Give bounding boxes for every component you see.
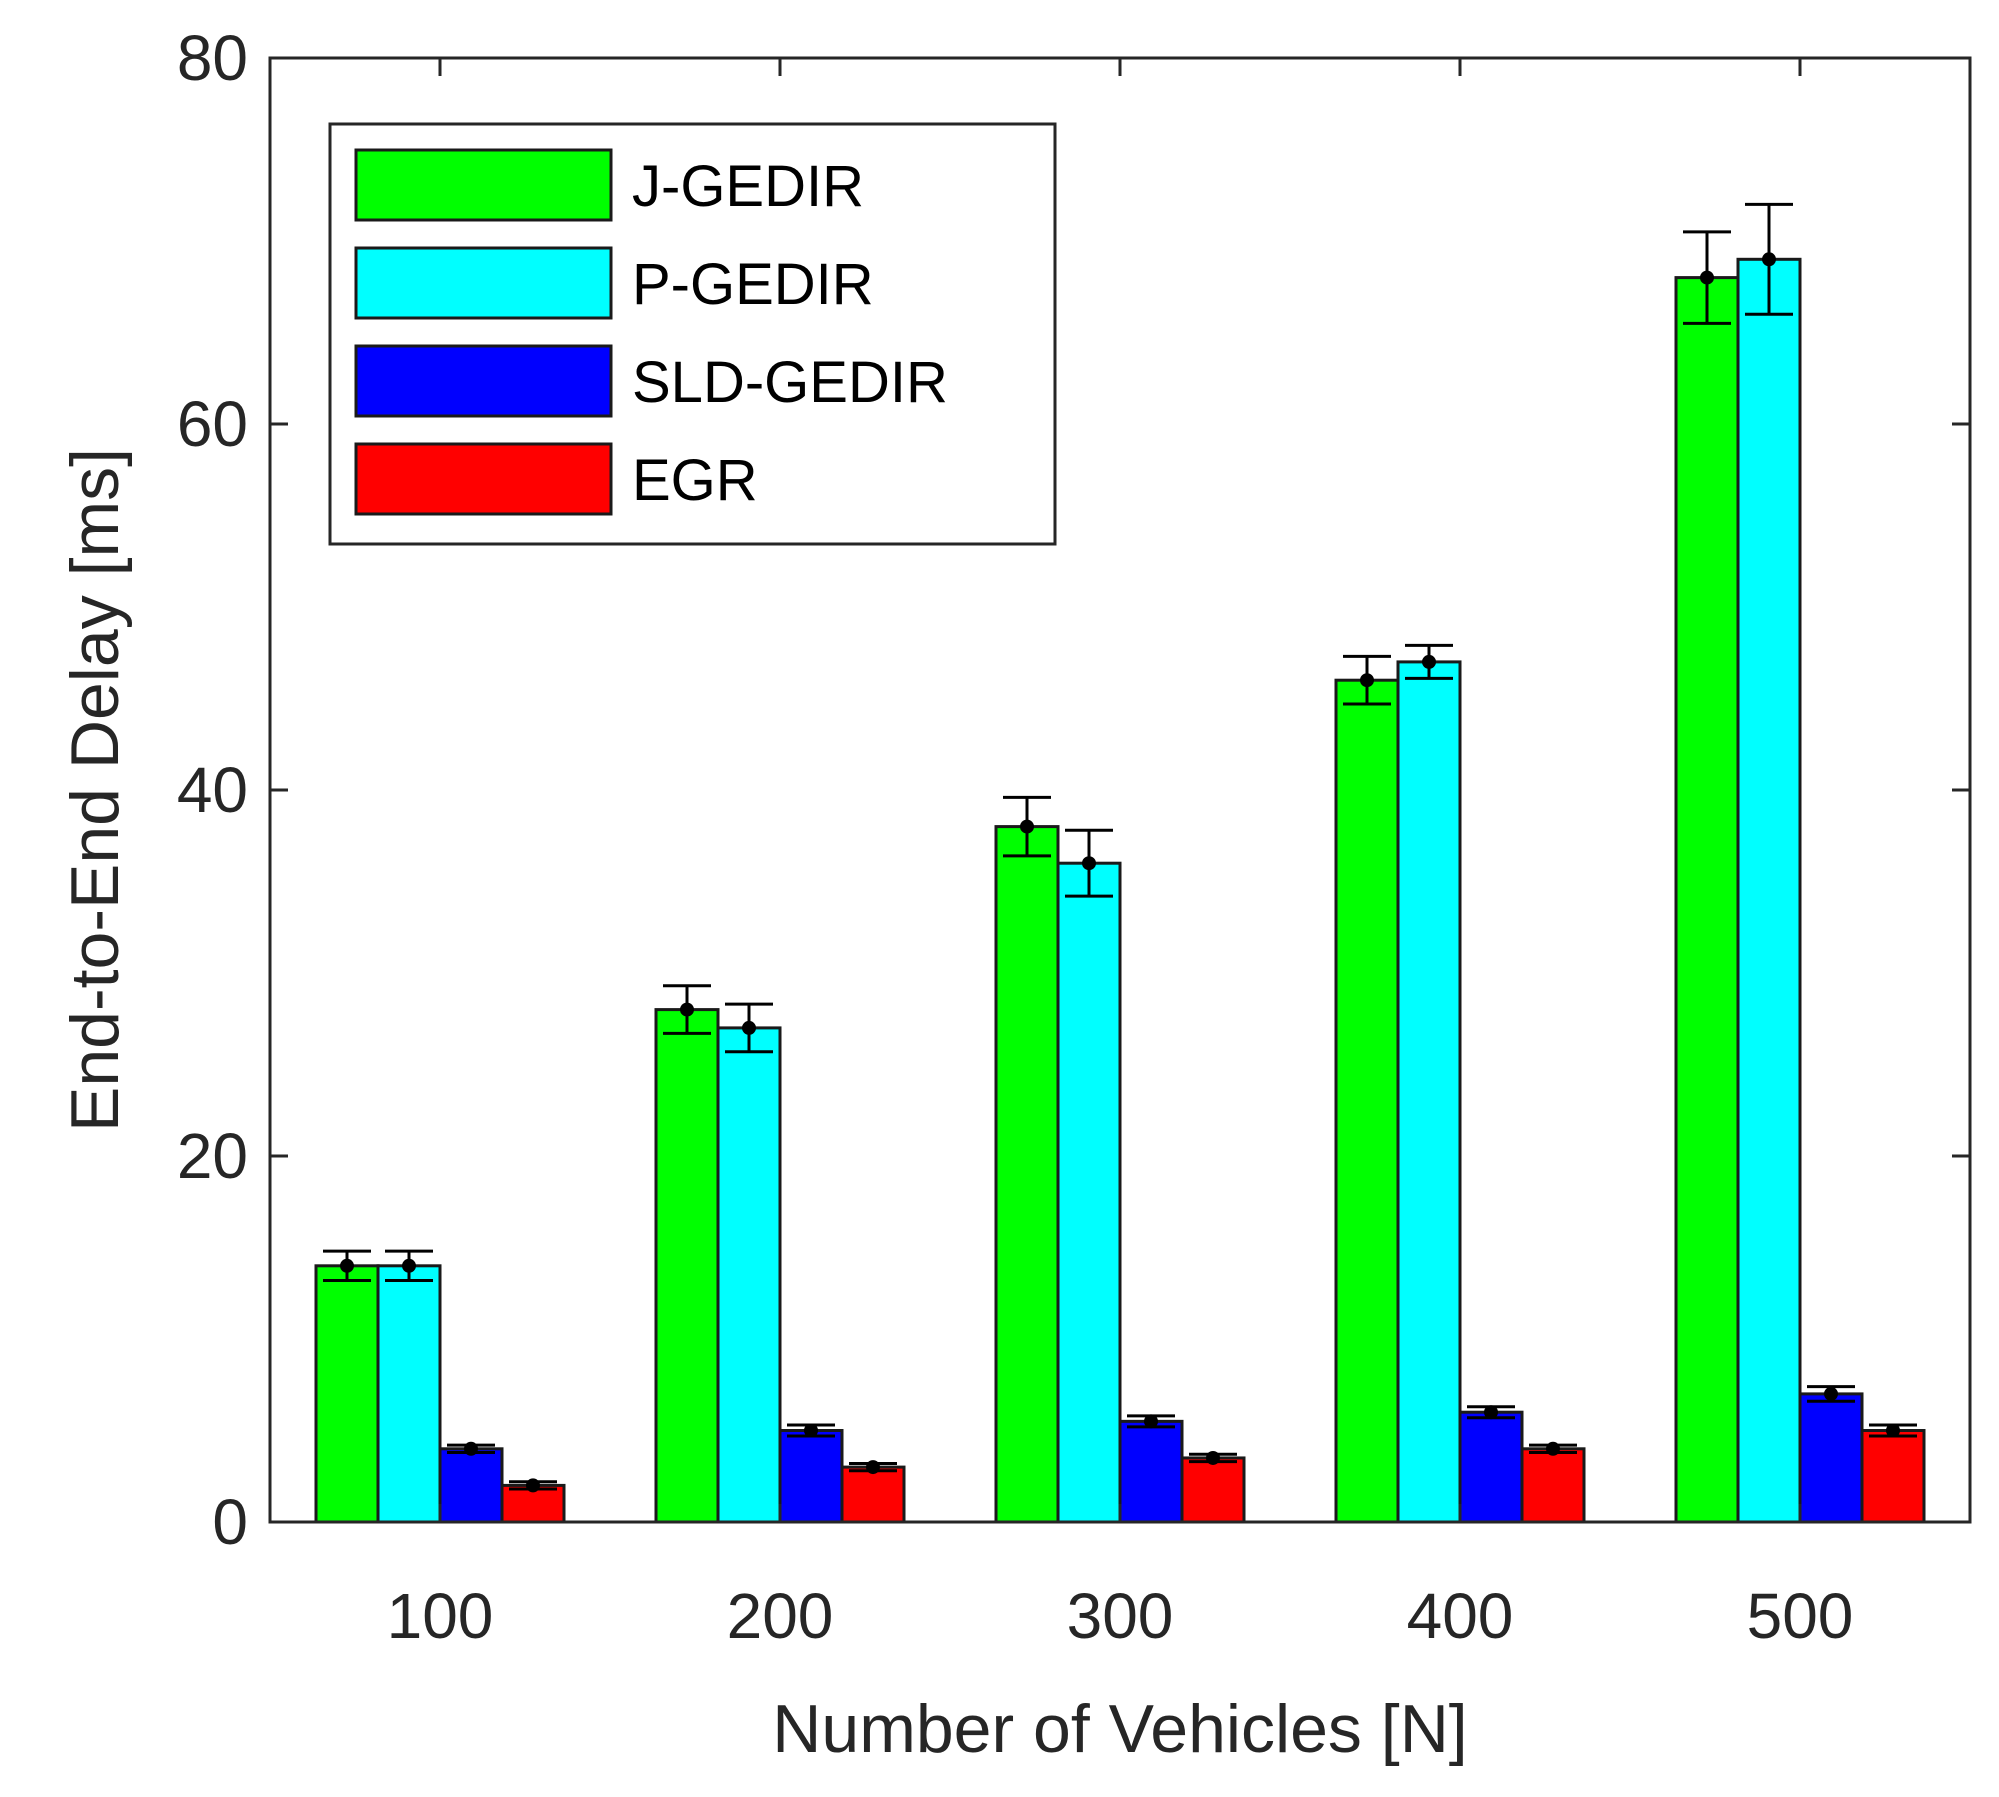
legend-swatch-j-gedir (354, 148, 613, 222)
x-tick-label-100: 100 (387, 1580, 494, 1652)
bar-egr-200 (840, 1465, 906, 1524)
bar-j-gedir-500 (1674, 276, 1740, 1524)
legend-swatch-sld-gedir (354, 344, 613, 418)
y-tick-label-0: 0 (212, 1486, 248, 1558)
mean-marker-sld-gedir-500 (1824, 1386, 1838, 1401)
bar-p-gedir-200 (716, 1026, 782, 1524)
mean-marker-egr-100 (526, 1478, 540, 1493)
legend: J-GEDIR P-GEDIR SLD-GEDIR EGR (328, 122, 1057, 546)
mean-marker-p-gedir-200 (742, 1020, 756, 1035)
legend-label-sld-gedir: SLD-GEDIR (632, 350, 948, 415)
bar-egr-300 (1180, 1456, 1246, 1524)
legend-label-p-gedir: P-GEDIR (632, 252, 874, 317)
mean-marker-egr-400 (1546, 1441, 1560, 1456)
legend-item-p-gedir: P-GEDIR (354, 246, 874, 320)
y-tick-label-20: 20 (177, 1120, 248, 1192)
mean-marker-j-gedir-500 (1700, 270, 1714, 285)
mean-marker-p-gedir-100 (402, 1258, 416, 1273)
bar-p-gedir-500 (1736, 257, 1802, 1524)
mean-marker-p-gedir-400 (1422, 654, 1436, 669)
y-tick-label-80: 80 (177, 22, 248, 94)
mean-marker-egr-500 (1886, 1423, 1900, 1438)
bar-sld-gedir-300 (1118, 1419, 1184, 1524)
bar-sld-gedir-100 (438, 1447, 504, 1524)
x-tick-label-400: 400 (1407, 1580, 1514, 1652)
y-tick-label-60: 60 (177, 388, 248, 460)
mean-marker-sld-gedir-200 (804, 1423, 818, 1438)
x-tick-label-200: 200 (727, 1580, 834, 1652)
bar-sld-gedir-500 (1798, 1392, 1864, 1524)
mean-marker-j-gedir-200 (680, 1002, 694, 1017)
bar-j-gedir-300 (994, 825, 1060, 1524)
legend-item-egr: EGR (354, 442, 758, 516)
mean-marker-j-gedir-400 (1360, 673, 1374, 688)
x-tick-label-500: 500 (1747, 1580, 1854, 1652)
bars-layer (314, 257, 1926, 1524)
bar-p-gedir-400 (1396, 660, 1462, 1524)
legend-label-j-gedir: J-GEDIR (632, 154, 864, 219)
error-bars-layer (323, 202, 1917, 1493)
bar-sld-gedir-400 (1458, 1410, 1524, 1524)
bar-p-gedir-100 (376, 1264, 442, 1524)
legend-swatch-egr (354, 442, 613, 516)
mean-marker-sld-gedir-100 (464, 1441, 478, 1456)
mean-marker-egr-200 (866, 1460, 880, 1475)
legend-swatch-p-gedir (354, 246, 613, 320)
y-axis-label: End-to-End Delay [ms] (57, 448, 133, 1132)
bar-j-gedir-100 (314, 1264, 380, 1524)
bar-p-gedir-300 (1056, 861, 1122, 1524)
bar-j-gedir-200 (654, 1008, 720, 1524)
x-tick-label-300: 300 (1067, 1580, 1174, 1652)
mean-marker-p-gedir-500 (1762, 252, 1776, 267)
legend-label-egr: EGR (632, 448, 758, 513)
bar-egr-500 (1860, 1429, 1926, 1524)
legend-item-sld-gedir: SLD-GEDIR (354, 344, 948, 418)
mean-marker-sld-gedir-300 (1144, 1414, 1158, 1429)
bar-sld-gedir-200 (778, 1429, 844, 1524)
mean-marker-j-gedir-100 (340, 1258, 354, 1273)
mean-marker-sld-gedir-400 (1484, 1405, 1498, 1420)
y-tick-label-40: 40 (177, 754, 248, 826)
mean-marker-p-gedir-300 (1082, 856, 1096, 871)
mean-marker-j-gedir-300 (1020, 819, 1034, 834)
bar-egr-400 (1520, 1447, 1586, 1524)
mean-marker-egr-300 (1206, 1450, 1220, 1465)
legend-item-j-gedir: J-GEDIR (354, 148, 864, 222)
axis-ticks-layer: 0 20 40 60 80 100 200 300 400 500 (177, 22, 1970, 1652)
bar-j-gedir-400 (1334, 678, 1400, 1524)
x-axis-label: Number of Vehicles [N] (772, 1691, 1467, 1767)
